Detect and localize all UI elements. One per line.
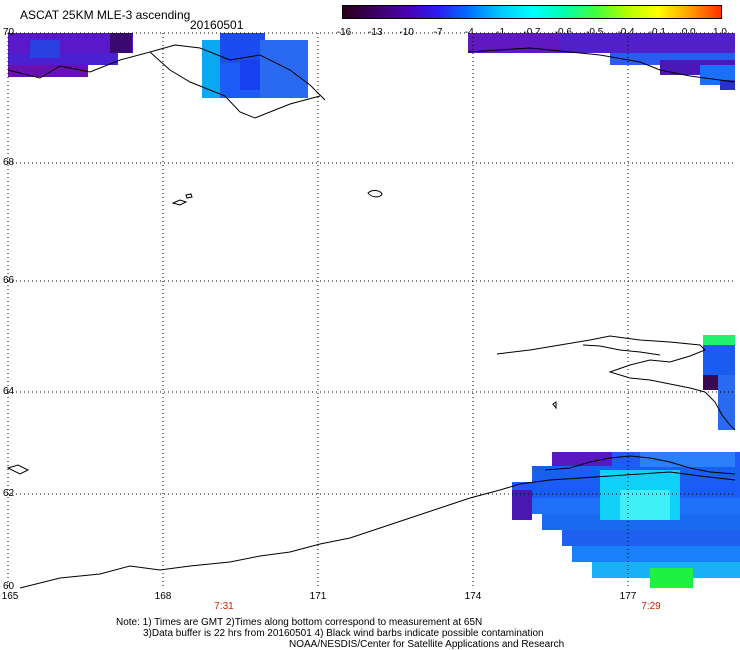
lat-label-62: 62 <box>3 488 15 499</box>
swath-cell <box>718 375 735 430</box>
color-scale-label: -0.5 <box>586 27 604 38</box>
swath-cell <box>202 40 220 98</box>
swath-cell <box>650 568 693 588</box>
island-b <box>185 193 193 199</box>
pass-time-west: 7:31 <box>214 601 234 612</box>
lat-label-66: 66 <box>3 275 15 286</box>
color-scale-label: -0.4 <box>617 27 635 38</box>
color-scale-label: -0.6 <box>554 27 572 38</box>
lon-label-171: 171 <box>309 591 327 602</box>
color-scale-label: -4 <box>464 27 474 38</box>
coastlines <box>6 44 736 589</box>
lon-label-177: 177 <box>619 591 637 602</box>
wind-data-swaths <box>8 33 740 588</box>
color-scale-label: -10 <box>399 27 414 38</box>
lat-label-64: 64 <box>3 386 15 397</box>
swath-cell <box>572 546 740 562</box>
lat-label-68: 68 <box>3 157 15 168</box>
swath-cell <box>640 452 735 467</box>
swath-cell <box>562 530 740 546</box>
graticule <box>7 32 735 588</box>
color-scale-label: -7 <box>433 27 443 38</box>
footer-note-1: Note: 1) Times are GMT 2)Times along bot… <box>116 617 483 628</box>
color-scale-label: -13 <box>368 27 383 38</box>
swath-cell <box>703 345 735 375</box>
swath-cell <box>240 60 260 90</box>
lon-label-174: 174 <box>464 591 482 602</box>
pass-time-east: 7:29 <box>641 601 661 612</box>
swath-cell <box>8 53 118 65</box>
coast-norton-sound <box>544 455 736 475</box>
coast-chukotka-north <box>7 51 321 119</box>
island-a <box>171 199 188 206</box>
coast-st-lawrence-south <box>19 471 736 589</box>
lat-label-60: 60 <box>3 581 15 592</box>
swath-cell <box>560 33 735 53</box>
coast-seward-peninsula <box>496 335 736 431</box>
lon-label-165: 165 <box>1 591 19 602</box>
coast-alaska-north <box>467 47 736 83</box>
swath-cell <box>260 40 308 98</box>
swath-cell <box>30 40 60 58</box>
lon-label-168: 168 <box>154 591 172 602</box>
swath-cell <box>552 452 612 468</box>
color-scale-label: -0.1 <box>648 27 666 38</box>
product-date: 20160501 <box>190 18 244 32</box>
coast-inner <box>582 344 661 356</box>
swath-cell <box>512 490 532 520</box>
swath-cell <box>110 33 132 53</box>
island-west <box>6 464 30 475</box>
swath-cell <box>703 375 718 390</box>
footer-note-2: 3)Data buffer is 22 hrs from 20160501 4)… <box>143 628 544 639</box>
swath-cell <box>720 80 735 90</box>
lat-label-70: 70 <box>3 27 15 38</box>
swath-cell <box>8 65 88 77</box>
island-small <box>367 190 383 198</box>
footer-credit: NOAA/NESDIS/Center for Satellite Applica… <box>289 639 565 650</box>
coast-bay <box>149 44 326 101</box>
product-title: ASCAT 25KM MLE-3 ascending <box>20 8 191 22</box>
color-scale-bar <box>342 5 722 19</box>
swath-cell <box>542 514 740 530</box>
swath-cell <box>703 335 735 345</box>
island-king <box>552 401 557 410</box>
